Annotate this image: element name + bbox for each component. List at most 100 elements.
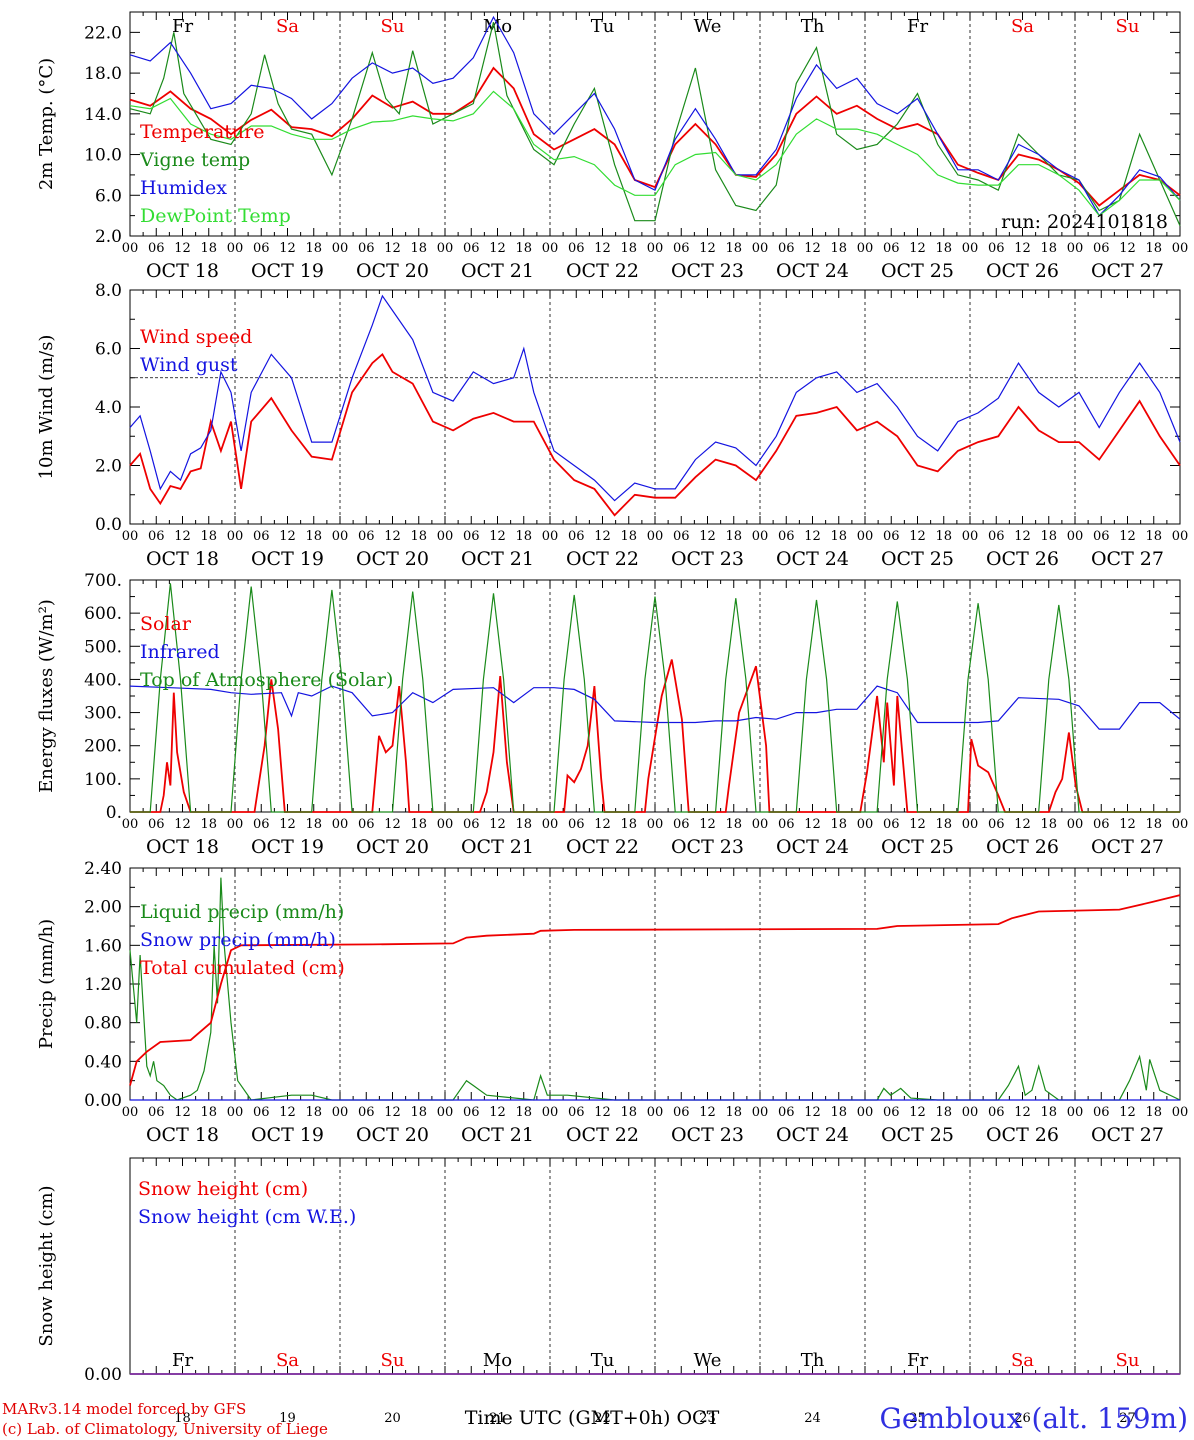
hour-label: 06 [673,241,690,256]
date-label: OCT 20 [356,1124,429,1146]
hour-label: 12 [804,817,821,832]
hour-label: 06 [568,1105,585,1120]
hour-label: 18 [410,241,427,256]
y-tick-label: 0.40 [84,1052,122,1072]
y-tick-label: 2.00 [84,898,122,918]
hour-label: 12 [1014,817,1031,832]
hour-label: 18 [305,529,322,544]
hour-label: 00 [227,817,244,832]
date-label: OCT 26 [986,260,1059,282]
hour-label: 18 [725,817,742,832]
date-label: OCT 21 [461,1124,534,1146]
date-label: OCT 18 [146,548,219,570]
date-label: OCT 18 [146,260,219,282]
y-axis-title: Energy fluxes (W/m²) [36,599,57,793]
panel-2: 00 06 12 18 00 06 12 18 00 06 12 18 00 06 12 18 00 06 12 18… [36,281,1188,570]
hour-label: 00 [857,529,874,544]
hour-label: 18 [410,817,427,832]
hour-label: 12 [279,241,296,256]
hour-label: 12 [174,529,191,544]
hour-label: 18 [1040,529,1057,544]
hour-label: 12 [279,1105,296,1120]
hour-label: 12 [594,1105,611,1120]
hour-label: 18 [1040,1105,1057,1120]
hour-label: 12 [1014,529,1031,544]
hour-label: 18 [830,529,847,544]
weekday-label: Sa [276,16,299,37]
hour-label: 00 [437,529,454,544]
y-axis-title: Snow height (cm) [36,1185,57,1346]
hour-label: 18 [515,817,532,832]
date-label: OCT 24 [776,548,849,570]
hour-label: 00 [1172,241,1189,256]
hour-label: 06 [463,817,480,832]
hour-label: 12 [384,529,401,544]
hour-label: 00 [962,817,979,832]
date-label: OCT 27 [1091,1124,1164,1146]
hour-label: 12 [1119,817,1136,832]
y-tick-label: 0.0 [95,515,122,535]
legend-entry: Infrared [140,641,220,663]
hour-label: 18 [1145,241,1162,256]
hour-label: 18 [515,241,532,256]
hour-label: 00 [647,241,664,256]
hour-label: 18 [725,529,742,544]
weekday-label: Su [1116,16,1140,37]
y-tick-label: 100. [84,770,122,790]
day-number: 24 [804,1411,821,1426]
hour-label: 06 [253,529,270,544]
hour-label: 06 [253,1105,270,1120]
legend-entry: Top of Atmosphere (Solar) [140,669,393,691]
hour-label: 06 [148,817,165,832]
date-label: OCT 27 [1091,836,1164,858]
hour-label: 00 [122,1105,139,1120]
hour-label: 12 [279,529,296,544]
y-tick-label: 2.0 [95,457,122,477]
legend-entry: Liquid precip (mm/h) [140,901,344,923]
hour-label: 12 [174,1105,191,1120]
panel-3: 00 06 12 18 00 06 12 18 00 06 12 18 00 06 12 18 00 06 12 18… [36,571,1188,858]
series-line [130,583,1180,813]
hour-label: 00 [1067,1105,1084,1120]
hour-label: 18 [305,1105,322,1120]
weekday-label: Su [381,1350,405,1371]
day-number: 27 [1119,1411,1136,1426]
hour-label: 00 [332,529,349,544]
hour-label: 12 [174,817,191,832]
hour-label: 00 [752,241,769,256]
hour-label: 06 [1093,817,1110,832]
y-tick-label: 700. [84,571,122,591]
hour-label: 12 [909,817,926,832]
series-line [129,353,1181,517]
legend-entry: Vigne temp [139,149,250,171]
hour-label: 18 [200,529,217,544]
hour-label: 00 [542,241,559,256]
y-tick-label: 6.0 [95,186,122,206]
day-number: 18 [174,1411,191,1426]
date-label: OCT 24 [776,260,849,282]
weekday-label: Th [801,1350,825,1371]
hour-label: 00 [1172,817,1189,832]
hour-label: 12 [699,817,716,832]
date-label: OCT 24 [776,836,849,858]
hour-label: 18 [1145,817,1162,832]
legend-entry: Snow precip (mm/h) [140,929,336,951]
hour-label: 06 [1093,529,1110,544]
hour-label: 12 [279,817,296,832]
hour-label: 06 [463,241,480,256]
day-number: 21 [489,1411,506,1426]
legend-entry: Wind speed [140,326,252,348]
hour-label: 12 [1119,529,1136,544]
weekday-label: Fr [907,16,928,37]
day-number: 26 [1014,1411,1031,1426]
hour-label: 00 [332,1105,349,1120]
footer-lab: (c) Lab. of Climatology, University of L… [2,1420,328,1438]
hour-label: 18 [410,1105,427,1120]
hour-label: 12 [489,1105,506,1120]
hour-label: 06 [883,529,900,544]
hour-label: 00 [542,529,559,544]
hour-label: 00 [122,817,139,832]
hour-label: 06 [463,529,480,544]
y-tick-label: 14.0 [84,105,122,125]
weekday-label: Fr [172,16,193,37]
